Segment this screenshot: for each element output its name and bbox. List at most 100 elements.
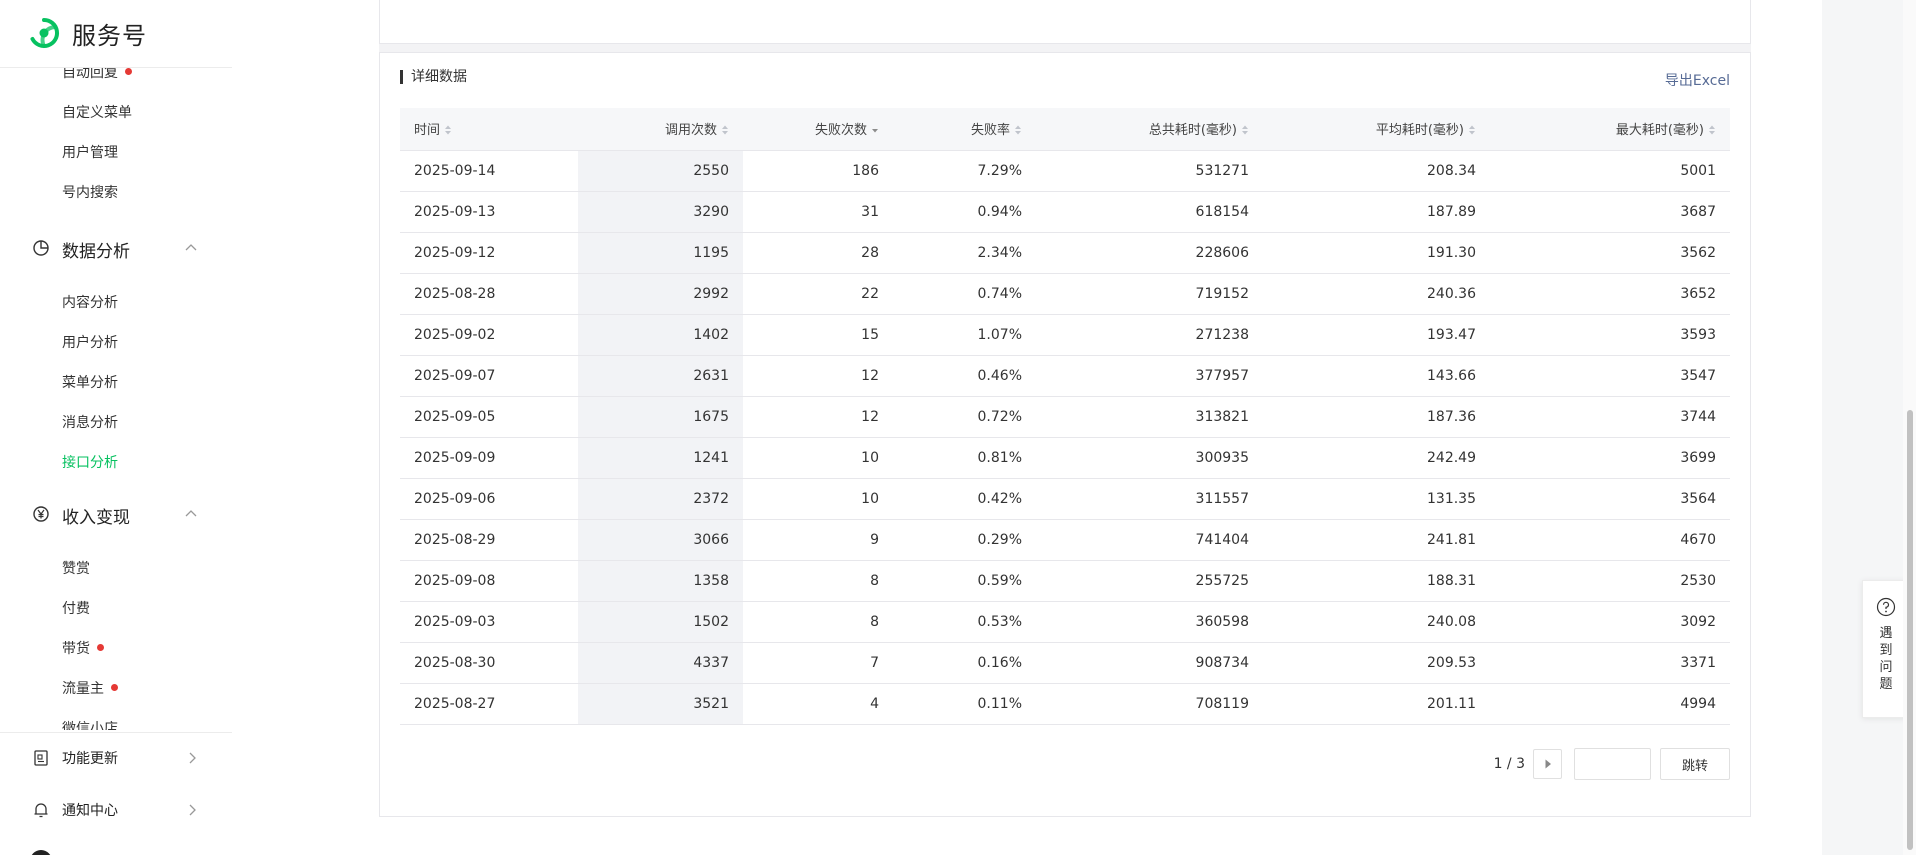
cell-failures: 31 bbox=[743, 191, 893, 233]
cell-failure-rate: 1.07% bbox=[893, 314, 1036, 356]
sidebar-item-content-analysis[interactable]: 内容分析 bbox=[62, 295, 118, 311]
sidebar-item-api-analysis[interactable]: 接口分析 bbox=[62, 455, 118, 471]
table-row: 2025-09-02 1402 15 1.07% 271238 193.47 3… bbox=[400, 314, 1730, 356]
cell-failures: 8 bbox=[743, 560, 893, 602]
cell-total-time: 313821 bbox=[1036, 396, 1263, 438]
sidebar-item-message-analysis[interactable]: 消息分析 bbox=[62, 415, 118, 431]
cell-max-time: 4994 bbox=[1490, 683, 1730, 725]
sidebar-nav[interactable]: 自动回复 自定义菜单 用户管理 号内搜索 数据分析 内容分析 用户分析 菜单分析… bbox=[0, 68, 232, 730]
cell-failure-rate: 2.34% bbox=[893, 232, 1036, 274]
sort-icon[interactable] bbox=[444, 124, 452, 136]
help-label: 遇到问题 bbox=[1879, 626, 1893, 692]
chevron-up-icon[interactable] bbox=[183, 240, 199, 256]
column-header-label: 调用次数 bbox=[664, 123, 717, 139]
next-page-button[interactable] bbox=[1533, 749, 1562, 779]
column-header-failure-rate[interactable]: 失败率 bbox=[893, 108, 1036, 151]
sort-icon[interactable] bbox=[1241, 124, 1249, 136]
sidebar-group-label: 收入变现 bbox=[62, 508, 130, 528]
cell-calls: 2631 bbox=[578, 355, 743, 397]
sidebar-item-menu-analysis[interactable]: 菜单分析 bbox=[62, 375, 118, 391]
wechat-service-logo-icon[interactable] bbox=[28, 17, 60, 49]
sidebar-item-notification-center[interactable]: 通知中心 bbox=[0, 788, 232, 832]
cell-failures: 9 bbox=[743, 519, 893, 561]
sidebar-item-user-management[interactable]: 用户管理 bbox=[62, 145, 118, 161]
sidebar-item-label: 带货 bbox=[62, 641, 90, 657]
bell-icon bbox=[34, 803, 48, 818]
cell-max-time: 3652 bbox=[1490, 273, 1730, 315]
detail-data-card: 详细数据 导出Excel 时间 调用次数 失败次数 失败率 总共耗时(毫秒) 平… bbox=[379, 52, 1751, 817]
cell-max-time: 3092 bbox=[1490, 601, 1730, 643]
cell-failures: 22 bbox=[743, 273, 893, 315]
sidebar-group-label: 数据分析 bbox=[62, 242, 130, 262]
sort-icon[interactable] bbox=[1468, 124, 1476, 136]
cell-avg-time: 240.08 bbox=[1263, 601, 1490, 643]
sidebar-item-traffic-owner[interactable]: 流量主 bbox=[62, 678, 118, 698]
column-header-calls[interactable]: 调用次数 bbox=[578, 108, 743, 151]
cell-failures: 12 bbox=[743, 355, 893, 397]
export-excel-link[interactable]: 导出Excel bbox=[1664, 73, 1730, 89]
sort-desc-icon[interactable] bbox=[871, 124, 879, 136]
column-header-time[interactable]: 时间 bbox=[400, 108, 578, 151]
sidebar-item-feature-updates[interactable]: 功能更新 bbox=[0, 736, 232, 780]
column-header-label: 平均耗时(毫秒) bbox=[1375, 123, 1464, 139]
sidebar-item-user-analysis[interactable]: 用户分析 bbox=[62, 335, 118, 351]
sort-icon[interactable] bbox=[1708, 124, 1716, 136]
jump-button[interactable]: 跳转 bbox=[1660, 748, 1730, 780]
pie-chart-icon bbox=[33, 240, 49, 256]
scrollbar-thumb[interactable] bbox=[1907, 410, 1913, 850]
sort-icon[interactable] bbox=[1014, 124, 1022, 136]
sidebar-item-auto-reply[interactable]: 自动回复 bbox=[62, 68, 132, 82]
table-row: 2025-09-06 2372 10 0.42% 311557 131.35 3… bbox=[400, 478, 1730, 520]
detail-data-table: 时间 调用次数 失败次数 失败率 总共耗时(毫秒) 平均耗时(毫秒) 最大耗时(… bbox=[400, 108, 1730, 725]
sidebar-item-custom-menu[interactable]: 自定义菜单 bbox=[62, 105, 132, 121]
chevron-right-icon bbox=[189, 752, 196, 764]
page-number-input[interactable] bbox=[1574, 748, 1651, 780]
help-tab[interactable]: 遇到问题 bbox=[1862, 580, 1908, 718]
chevron-up-icon[interactable] bbox=[183, 506, 199, 522]
cell-total-time: 271238 bbox=[1036, 314, 1263, 356]
cell-max-time: 5001 bbox=[1490, 150, 1730, 192]
cell-max-time: 3562 bbox=[1490, 232, 1730, 274]
cell-calls: 1358 bbox=[578, 560, 743, 602]
cell-failure-rate: 0.59% bbox=[893, 560, 1036, 602]
cell-total-time: 741404 bbox=[1036, 519, 1263, 561]
sidebar-group-data-analysis[interactable]: 数据分析 bbox=[0, 228, 232, 268]
cell-time: 2025-08-27 bbox=[400, 683, 578, 725]
sort-icon[interactable] bbox=[721, 124, 729, 136]
sidebar: 服务号 自动回复 自定义菜单 用户管理 号内搜索 数据分析 内容分析 用户分析 … bbox=[0, 0, 308, 855]
column-header-avg-time[interactable]: 平均耗时(毫秒) bbox=[1263, 108, 1490, 151]
cell-calls: 1402 bbox=[578, 314, 743, 356]
sidebar-item-wechat-store[interactable]: 微信小店 bbox=[62, 721, 118, 730]
sidebar-item-label: 通知中心 bbox=[62, 803, 118, 819]
main-content: 详细数据 导出Excel 时间 调用次数 失败次数 失败率 总共耗时(毫秒) 平… bbox=[308, 0, 1822, 855]
cell-total-time: 300935 bbox=[1036, 437, 1263, 479]
cell-avg-time: 191.30 bbox=[1263, 232, 1490, 274]
table-row: 2025-08-29 3066 9 0.29% 741404 241.81 46… bbox=[400, 519, 1730, 561]
avatar[interactable] bbox=[30, 850, 52, 855]
cell-time: 2025-09-03 bbox=[400, 601, 578, 643]
sidebar-item-goods[interactable]: 带货 bbox=[62, 638, 104, 658]
cell-calls: 1241 bbox=[578, 437, 743, 479]
table-row: 2025-08-28 2992 22 0.74% 719152 240.36 3… bbox=[400, 273, 1730, 315]
badge-dot bbox=[97, 643, 104, 651]
table-row: 2025-09-08 1358 8 0.59% 255725 188.31 25… bbox=[400, 560, 1730, 602]
cell-time: 2025-09-06 bbox=[400, 478, 578, 520]
cell-calls: 2992 bbox=[578, 273, 743, 315]
cell-avg-time: 240.36 bbox=[1263, 273, 1490, 315]
sidebar-group-monetization[interactable]: 收入变现 bbox=[0, 494, 232, 534]
cell-avg-time: 143.66 bbox=[1263, 355, 1490, 397]
column-header-label: 失败次数 bbox=[814, 123, 867, 139]
sidebar-item-in-account-search[interactable]: 号内搜索 bbox=[62, 185, 118, 201]
cell-total-time: 908734 bbox=[1036, 642, 1263, 684]
table-body: 2025-09-14 2550 186 7.29% 531271 208.34 … bbox=[400, 150, 1730, 725]
cell-failure-rate: 0.74% bbox=[893, 273, 1036, 315]
column-header-failures[interactable]: 失败次数 bbox=[743, 108, 893, 151]
sidebar-item-appreciation[interactable]: 赞赏 bbox=[62, 561, 90, 577]
previous-card-bottom bbox=[379, 0, 1751, 44]
page-info: 1 / 3 bbox=[1493, 756, 1525, 772]
column-header-total-time[interactable]: 总共耗时(毫秒) bbox=[1036, 108, 1263, 151]
cell-max-time: 3744 bbox=[1490, 396, 1730, 438]
sidebar-item-paid[interactable]: 付费 bbox=[62, 601, 90, 617]
column-header-max-time[interactable]: 最大耗时(毫秒) bbox=[1490, 108, 1730, 151]
cell-avg-time: 187.89 bbox=[1263, 191, 1490, 233]
